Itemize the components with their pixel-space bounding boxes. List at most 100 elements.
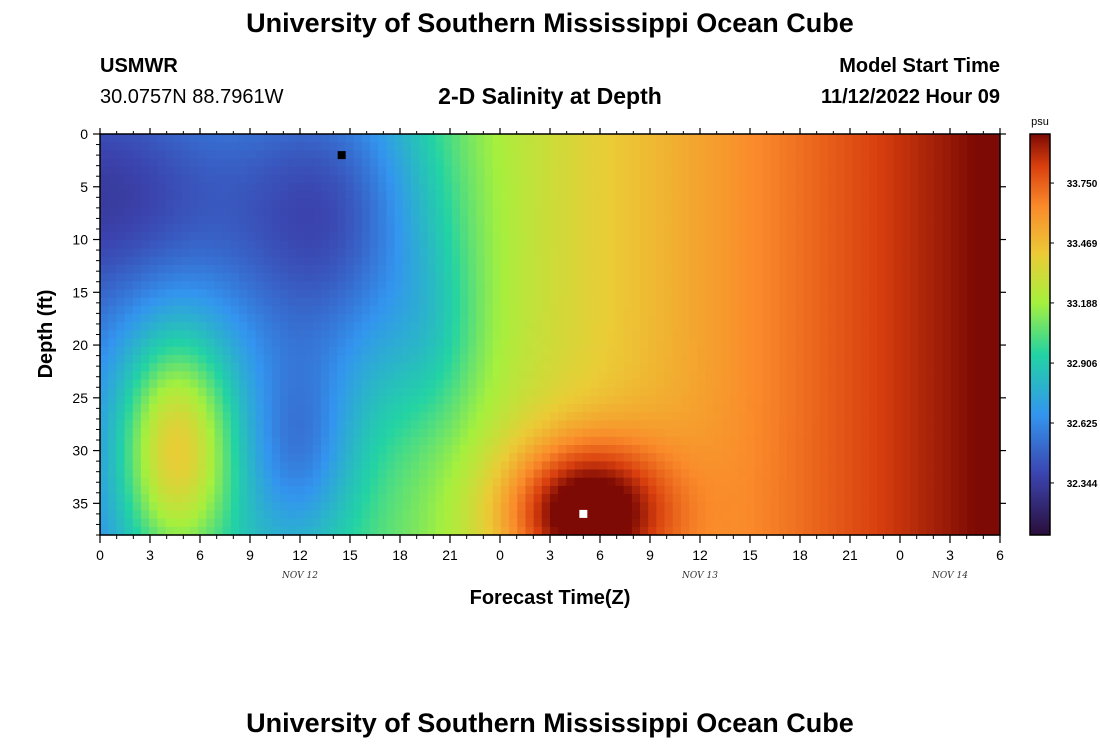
heat-cell [828, 297, 837, 307]
heat-cell [476, 322, 486, 331]
heat-cell [255, 338, 265, 348]
heat-cell [991, 428, 1001, 438]
heat-cell [492, 191, 502, 201]
heat-cell [869, 346, 878, 356]
heat-cell [680, 174, 690, 184]
heat-cell [836, 215, 846, 225]
heat-cell [640, 338, 649, 348]
heat-cell [263, 404, 273, 413]
heat-cell [730, 494, 739, 503]
heat-cell [419, 297, 428, 307]
heat-cell [631, 346, 641, 356]
heat-cell [918, 134, 927, 143]
heat-cell [509, 379, 518, 389]
heat-cell [116, 273, 126, 282]
heat-cell [991, 297, 1001, 307]
heat-cell [590, 248, 600, 258]
heat-cell [697, 191, 707, 201]
heat-cell [525, 444, 535, 454]
heat-cell [820, 248, 829, 258]
heat-cell [230, 469, 240, 479]
heat-cell [435, 404, 445, 413]
heat-cell [116, 322, 126, 331]
heat-cell [811, 330, 821, 340]
heat-cell [795, 453, 805, 462]
heat-cell [672, 264, 682, 274]
heat-cell [476, 273, 486, 282]
heat-cell [550, 215, 559, 225]
heat-cell [468, 158, 477, 168]
heat-cell [901, 215, 911, 225]
heat-cell [525, 224, 535, 233]
heat-cell [648, 322, 657, 331]
heat-cell [533, 191, 543, 201]
heat-cell [738, 354, 747, 364]
heat-cell [713, 281, 723, 291]
heat-cell [893, 354, 903, 364]
heat-cell [811, 134, 821, 143]
heat-cell [337, 314, 347, 323]
heat-cell [680, 420, 690, 430]
heat-cell [959, 240, 968, 250]
heat-cell [410, 330, 420, 340]
heat-cell [214, 469, 224, 479]
heat-cell [484, 240, 494, 250]
heat-cell [509, 330, 518, 340]
heat-cell [950, 453, 960, 462]
heat-cell [435, 240, 445, 250]
heat-cell [738, 395, 747, 405]
heat-cell [255, 428, 265, 438]
heat-cell [468, 166, 477, 176]
heat-cell [599, 428, 608, 438]
heat-cell [910, 436, 919, 446]
heat-cell [975, 297, 985, 307]
heat-cell [190, 485, 199, 495]
heat-cell [959, 420, 968, 430]
heat-cell [942, 395, 952, 405]
heat-cell [460, 183, 469, 192]
heat-cell [541, 134, 551, 143]
heat-cell [779, 420, 788, 430]
heat-cell [582, 281, 592, 291]
heat-cell [820, 207, 829, 217]
heat-cell [124, 412, 134, 422]
heat-cell [460, 444, 469, 454]
heat-cell [427, 436, 437, 446]
heat-cell [116, 420, 126, 430]
heat-cell [820, 444, 829, 454]
heat-cell [811, 354, 821, 364]
heat-cell [746, 134, 756, 143]
heat-cell [550, 264, 559, 274]
heat-cell [885, 395, 895, 405]
heat-cell [607, 469, 617, 479]
heat-cell [623, 166, 633, 176]
heat-cell [730, 420, 739, 430]
heat-cell [108, 354, 117, 364]
heat-cell [304, 281, 314, 291]
heat-cell [443, 207, 453, 217]
heat-cell [157, 436, 167, 446]
heat-cell [353, 256, 363, 266]
heat-cell [533, 240, 543, 250]
heat-cell [836, 232, 846, 241]
heat-cell [517, 420, 527, 430]
heat-cell [566, 346, 576, 356]
heat-cell [410, 444, 420, 454]
heat-cell [566, 428, 576, 438]
heat-cell [271, 477, 281, 487]
heat-cell [852, 420, 862, 430]
heat-cell [337, 338, 347, 348]
heat-cell [803, 248, 813, 258]
heat-cell [934, 215, 944, 225]
heat-cell [140, 314, 150, 323]
heat-cell [255, 273, 265, 282]
heat-cell [599, 363, 608, 372]
heat-cell [762, 314, 772, 323]
heat-cell [288, 134, 297, 143]
heat-cell [230, 461, 240, 471]
heat-cell [762, 371, 772, 381]
heat-cell [533, 444, 543, 454]
heat-cell [140, 428, 150, 438]
heat-cell [304, 314, 314, 323]
heat-cell [492, 461, 502, 471]
